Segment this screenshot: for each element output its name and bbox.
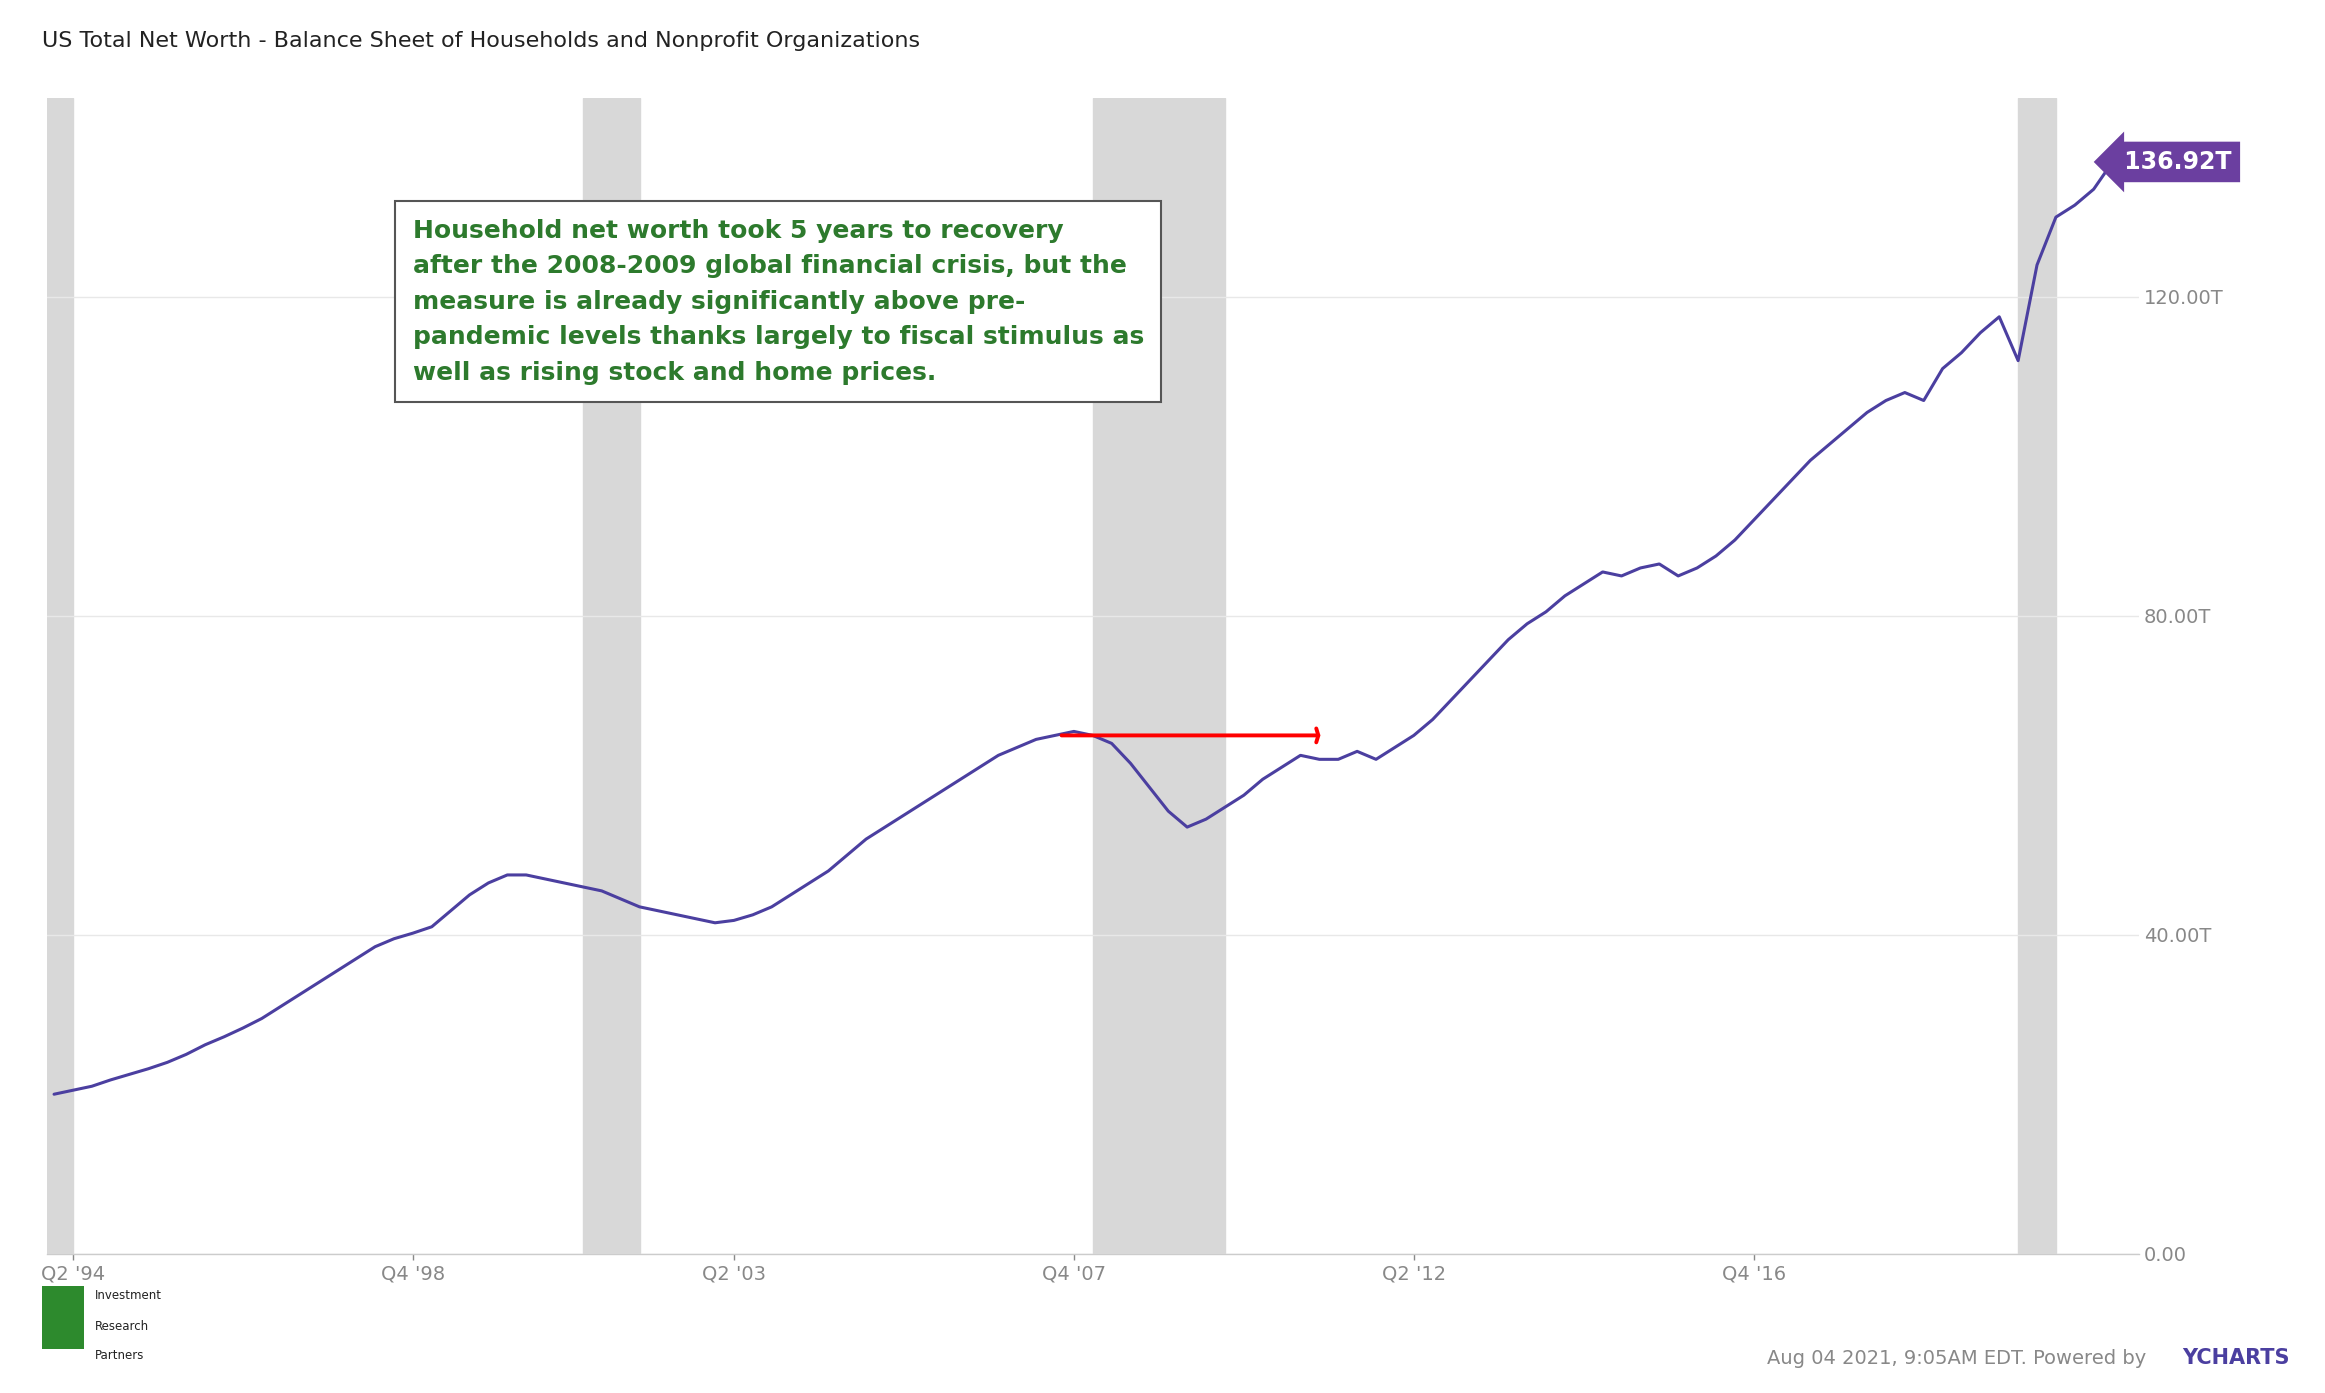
Text: Aug 04 2021, 9:05AM EDT. Powered by: Aug 04 2021, 9:05AM EDT. Powered by: [1767, 1348, 2153, 1368]
Text: Investment: Investment: [95, 1289, 163, 1302]
FancyBboxPatch shape: [42, 1286, 84, 1350]
Text: YCHARTS: YCHARTS: [2183, 1348, 2290, 1368]
Bar: [2018, 98, 2055, 1254]
Bar: [35, 98, 72, 1254]
Bar: [1093, 98, 1225, 1254]
Bar: [584, 98, 639, 1254]
Text: Research: Research: [95, 1319, 149, 1333]
Text: Household net worth took 5 years to recovery
after the 2008-2009 global financia: Household net worth took 5 years to reco…: [414, 219, 1144, 384]
Text: US Total Net Worth - Balance Sheet of Households and Nonprofit Organizations: US Total Net Worth - Balance Sheet of Ho…: [42, 31, 921, 50]
Text: Partners: Partners: [95, 1350, 144, 1362]
Text: 136.92T: 136.92T: [2116, 150, 2232, 174]
